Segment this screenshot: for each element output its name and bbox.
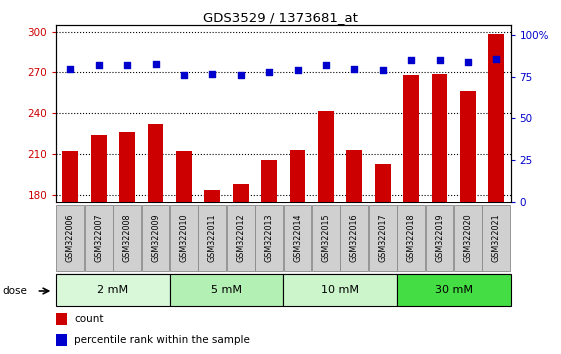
Bar (432, 74, 447, 354)
Bar (56, 334, 67, 346)
Bar (233, 184, 249, 354)
FancyBboxPatch shape (369, 205, 397, 272)
Point (208, 71, 217, 76)
FancyBboxPatch shape (284, 205, 311, 272)
FancyBboxPatch shape (85, 205, 113, 272)
FancyBboxPatch shape (169, 274, 283, 306)
Text: percentile rank within the sample: percentile rank within the sample (74, 335, 250, 345)
Bar (205, 189, 220, 354)
FancyBboxPatch shape (56, 274, 169, 306)
Text: 30 mM: 30 mM (435, 285, 473, 295)
FancyBboxPatch shape (397, 205, 425, 272)
Bar (375, 164, 390, 354)
Point (66, 66, 75, 72)
Point (293, 67, 302, 73)
FancyBboxPatch shape (397, 274, 511, 306)
FancyBboxPatch shape (283, 274, 397, 306)
Text: GDS3529 / 1373681_at: GDS3529 / 1373681_at (203, 11, 358, 24)
Text: GSM322019: GSM322019 (435, 214, 444, 262)
Bar (176, 152, 192, 354)
Text: GSM322017: GSM322017 (378, 214, 387, 262)
Text: GSM322012: GSM322012 (236, 214, 245, 262)
FancyBboxPatch shape (113, 205, 141, 272)
Text: count: count (74, 314, 104, 324)
FancyBboxPatch shape (341, 205, 368, 272)
Bar (289, 150, 305, 354)
FancyBboxPatch shape (312, 205, 340, 272)
FancyBboxPatch shape (199, 205, 226, 272)
Point (463, 59, 472, 65)
Bar (347, 150, 362, 354)
Bar (148, 124, 163, 354)
Text: GSM322011: GSM322011 (208, 214, 217, 262)
Text: GSM322013: GSM322013 (265, 214, 274, 262)
FancyBboxPatch shape (426, 205, 453, 272)
Bar (318, 110, 334, 354)
Point (151, 61, 160, 66)
Point (123, 62, 132, 68)
FancyBboxPatch shape (141, 205, 169, 272)
Text: 5 mM: 5 mM (211, 285, 242, 295)
Text: 10 mM: 10 mM (321, 285, 359, 295)
Bar (119, 132, 135, 354)
Point (321, 62, 330, 68)
Text: GSM322020: GSM322020 (463, 214, 472, 262)
Text: GSM322009: GSM322009 (151, 214, 160, 262)
FancyBboxPatch shape (255, 205, 283, 272)
Text: GSM322014: GSM322014 (293, 214, 302, 262)
FancyBboxPatch shape (227, 205, 255, 272)
Bar (489, 34, 504, 354)
FancyBboxPatch shape (57, 205, 84, 272)
Text: GSM322016: GSM322016 (350, 214, 359, 262)
Text: GSM322006: GSM322006 (66, 214, 75, 262)
Bar (56, 313, 67, 325)
Text: 2 mM: 2 mM (98, 285, 128, 295)
FancyBboxPatch shape (482, 205, 510, 272)
Text: GSM322008: GSM322008 (123, 214, 132, 262)
FancyBboxPatch shape (454, 205, 482, 272)
Text: GSM322010: GSM322010 (180, 214, 188, 262)
Point (265, 69, 274, 75)
Point (236, 72, 245, 78)
Text: GSM322015: GSM322015 (321, 214, 330, 262)
Point (378, 67, 387, 73)
Bar (460, 91, 476, 354)
Bar (261, 160, 277, 354)
Bar (403, 75, 419, 354)
Bar (91, 135, 107, 354)
Point (435, 57, 444, 63)
Text: GSM322007: GSM322007 (94, 214, 103, 262)
Text: dose: dose (3, 286, 27, 296)
Point (94, 62, 103, 68)
Point (350, 66, 359, 72)
Text: GSM322018: GSM322018 (407, 214, 416, 262)
Bar (62, 152, 78, 354)
Point (180, 72, 188, 78)
Text: GSM322021: GSM322021 (492, 214, 501, 262)
Point (407, 57, 416, 63)
Point (492, 56, 501, 61)
FancyBboxPatch shape (170, 205, 198, 272)
